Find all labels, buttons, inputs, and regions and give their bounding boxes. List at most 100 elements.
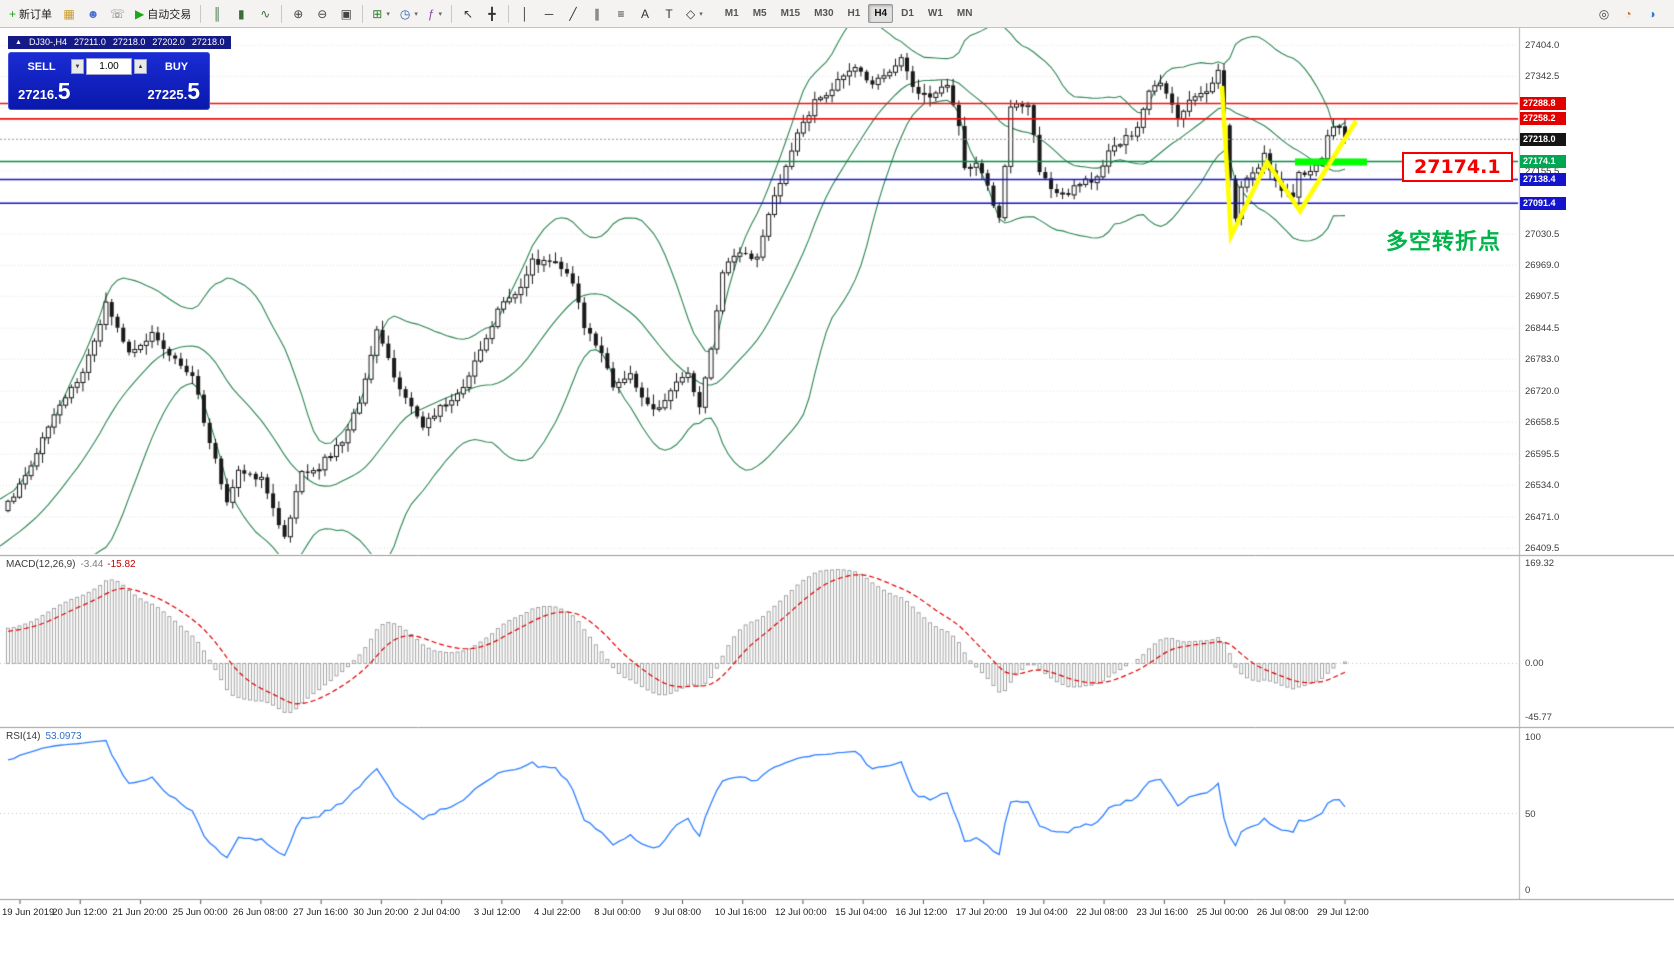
time-axis[interactable]: 19 Jun 2019 20 Jun 12:00 21 Jun 20:00 25 Ju… [0,900,1674,930]
timeframe-h1-button[interactable]: H1 [842,4,867,23]
chevron-down-icon: ▾ [438,10,443,18]
navigator-button[interactable]: ☻ [82,3,104,25]
buy-price[interactable]: 27225.5 [147,78,200,104]
community-button[interactable]: ◑ [1641,3,1663,25]
time-axis-label: 25 Jul 00:00 [1196,907,1249,918]
timeframe-m30-button[interactable]: M30 [808,4,839,23]
zoom-out-button[interactable]: ⊖ [311,3,333,25]
macd-scale-label: 0.00 [1525,658,1544,670]
market-watch-icon: ▦ [63,6,75,21]
tile-windows-icon: ▣ [340,6,352,21]
time-axis-label: 20 Jun 12:00 [52,907,108,918]
text-icon: A [641,6,650,21]
toolbar-separator [362,4,364,23]
search-icon: ◎ [1598,6,1610,21]
price-axis-label: 26409.5 [1525,543,1560,555]
rsi-scale-label: 0 [1525,885,1531,896]
time-axis-label: 19 Jun 2019 [2,907,55,918]
timeframe-m5-button[interactable]: M5 [747,4,773,23]
price-axis-label: 26969.0 [1525,260,1560,272]
time-axis-label: 17 Jul 20:00 [955,907,1008,918]
candlestick-type-icon: ▮ [237,6,245,21]
macd-indicator-label: MACD(12,26,9) -3.44 -15.82 [6,559,136,570]
timeframe-h4-button[interactable]: H4 [868,4,894,23]
candlestick-type-button[interactable]: ▮ [230,3,252,25]
toolbar-right-group: ◎ ◔ ◑ [1592,3,1664,25]
new-order-button-label: 新订单 [19,8,53,21]
label-icon: T [665,6,673,21]
vertical-line-icon: │ [521,6,529,21]
timeframe-d1-button[interactable]: D1 [895,4,920,23]
terminal-button[interactable]: ☏ [106,3,129,25]
time-axis-label: 21 Jun 20:00 [112,907,168,918]
price-tag: 27091.4 [1520,196,1566,210]
price-axis[interactable]: 27404.027342.527281.027155.527030.526969… [1520,28,1674,899]
channel-button[interactable]: ∥ [586,3,608,25]
toolbar-separator [281,4,283,23]
time-axis-label: 25 Jun 00:00 [172,907,228,918]
tile-windows-button[interactable]: ▣ [335,3,357,25]
new-chart-button[interactable]: ⊞ ▾ [368,3,394,25]
horizontal-line-button[interactable]: ─ [538,3,560,25]
new-order-button[interactable]: + 新订单 [5,3,56,25]
ohlc-high: 27218.0 [112,37,146,47]
price-tag: 27174.1 [1520,154,1566,168]
time-axis-label: 22 Jul 08:00 [1076,907,1128,918]
one-click-trading-panel: SELL ▼ ▲ BUY 27216.5 27225.5 [8,52,210,110]
ohlc-close: 27218.0 [191,37,225,47]
autotrading-button[interactable]: ▶ 自动交易 [131,3,195,25]
cursor-button[interactable]: ↖ [457,3,479,25]
trendline-button[interactable]: ╱ [562,3,584,25]
line-chart-type-icon: ∿ [260,6,271,21]
rsi-scale-label: 100 [1525,732,1541,743]
profiles-icon: ◷ [399,6,411,21]
macd-scale-label: 169.32 [1525,558,1555,569]
metaquotes-icon: ◔ [1624,6,1632,21]
search-button[interactable]: ◎ [1593,3,1615,25]
time-axis-label: 9 Jul 08:00 [654,907,701,918]
new-chart-icon: ⊞ [372,6,383,21]
bar-chart-type-icon: ║ [213,6,222,21]
crosshair-button[interactable]: ╋ [481,3,503,25]
metaquotes-button[interactable]: ◔ [1617,3,1639,25]
line-chart-type-button[interactable]: ∿ [254,3,276,25]
volume-input[interactable] [86,58,132,75]
volume-increase-button[interactable]: ▲ [134,59,147,74]
channel-icon: ∥ [594,6,601,21]
timeframe-m1-button[interactable]: M1 [719,4,745,23]
shapes-button[interactable]: ◇ ▾ [682,3,707,25]
vertical-line-button[interactable]: │ [514,3,536,25]
horizontal-line-icon: ─ [544,6,554,21]
label-button[interactable]: T [658,3,680,25]
timeframe-m15-button[interactable]: M15 [775,4,806,23]
timeframe-group: M1 M5 M15 M30 H1 H4 D1 W1 MN [718,4,980,23]
price-axis-label: 26720.0 [1525,386,1560,398]
price-axis-label: 26534.0 [1525,480,1560,492]
sell-button[interactable]: SELL [14,60,69,74]
profiles-button[interactable]: ◷ ▾ [396,3,422,25]
volume-decrease-button[interactable]: ▼ [71,59,84,74]
sell-price[interactable]: 27216.5 [18,78,71,104]
price-axis-label: 27030.5 [1525,229,1560,241]
bar-chart-type-button[interactable]: ║ [206,3,228,25]
timeframe-w1-button[interactable]: W1 [922,4,949,23]
price-note-box[interactable]: 27174.1 [1402,152,1513,182]
fibonacci-button[interactable]: ≡ [610,3,632,25]
cursor-icon: ↖ [463,6,474,21]
ohlc-open: 27211.0 [73,37,106,47]
annotation-text[interactable]: 多空转折点 [1386,230,1502,255]
indicators-button[interactable]: ƒ ▾ [424,3,446,25]
price-tag: 27288.8 [1520,96,1566,110]
market-watch-button[interactable]: ▦ [58,3,80,25]
navigator-icon: ☻ [86,6,100,21]
text-button[interactable]: A [634,3,656,25]
time-axis-label: 4 Jul 22:00 [534,907,581,918]
chart-collapse-icon[interactable]: ▲ [15,39,22,46]
zoom-in-button[interactable]: ⊕ [287,3,309,25]
buy-button[interactable]: BUY [149,60,204,74]
price-axis-label: 26907.5 [1525,291,1560,303]
autotrading-icon: ▶ [135,6,145,21]
timeframe-mn-button[interactable]: MN [951,4,979,23]
